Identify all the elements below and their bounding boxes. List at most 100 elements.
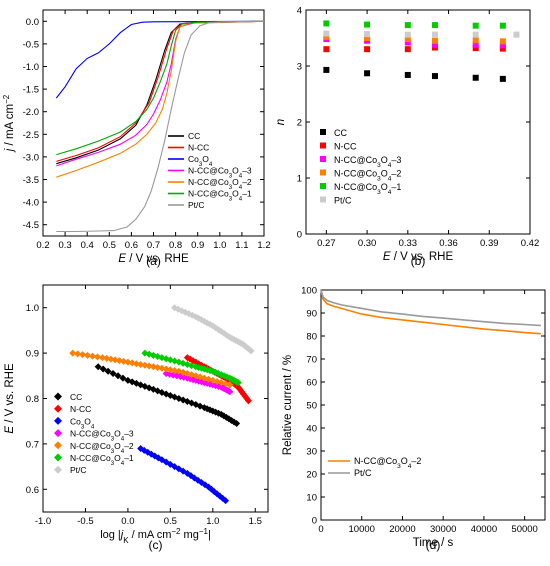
data-point — [513, 31, 520, 38]
legend-label: N-CC@Co3O4–1 — [188, 189, 252, 203]
legend-label: Pt/C — [188, 200, 205, 210]
data-point — [99, 365, 107, 373]
series — [320, 289, 541, 335]
x-tick-label: 0.8 — [169, 240, 182, 251]
panel-d: 0 10000 20000 30000 40000 50000 0 10 20 30 40 50 60 7… — [282, 286, 546, 552]
data-point — [89, 352, 97, 360]
legend-label: Co3O4 — [188, 154, 213, 168]
data-point — [226, 388, 234, 396]
y-tick-label: 0 — [312, 516, 317, 527]
data-point — [234, 379, 242, 387]
legend-label: Pt/C — [354, 468, 372, 478]
y-tick-label: 1.0 — [26, 303, 39, 314]
y-tick-label: -0.5 — [23, 39, 39, 50]
legend-label: CC — [188, 131, 200, 141]
series-line — [56, 20, 265, 167]
x-tick-label: 0.30 — [358, 238, 377, 249]
series — [56, 20, 265, 233]
x-tick-label: 0.2 — [36, 240, 49, 251]
legend-label: N-CC — [70, 404, 91, 414]
y-tick-label: -4.0 — [23, 198, 39, 209]
series-line — [56, 20, 265, 156]
data-point — [93, 353, 101, 361]
series-line — [56, 20, 265, 162]
x-tick-label: 0.5 — [103, 240, 116, 251]
legend-label: N-CC@Co3O4–2 — [354, 456, 421, 470]
legend-swatch — [320, 169, 326, 176]
data-point — [323, 66, 330, 73]
data-point — [244, 397, 252, 405]
data-point — [404, 71, 411, 78]
data-point — [472, 31, 479, 38]
data-point — [104, 367, 112, 375]
series-line — [320, 289, 541, 335]
x-tick-label: 0.33 — [399, 238, 418, 249]
data-point — [472, 37, 479, 44]
y-tick-label: 70 — [306, 355, 317, 366]
panel-b: 0.27 0.30 0.33 0.36 0.39 0.42 0 1 2 3 4 E / V vs. R… — [275, 6, 539, 269]
series — [323, 66, 506, 82]
data-point — [431, 73, 438, 80]
data-point — [404, 39, 411, 46]
y-tick-label: 50 — [306, 401, 317, 412]
y-tick-label: 0.7 — [26, 439, 39, 450]
y-tick-label: 2 — [297, 118, 302, 129]
data-point — [119, 374, 127, 382]
data-point — [222, 497, 230, 505]
data-point — [364, 46, 371, 53]
data-point — [323, 33, 330, 40]
y-tick-label: 30 — [306, 447, 317, 458]
data-point — [472, 74, 479, 81]
y-tick-label: -4.5 — [23, 220, 39, 231]
legend-label: N-CC@Co3O4–1 — [334, 182, 401, 196]
data-point — [364, 31, 371, 38]
legend-swatch — [54, 404, 62, 413]
series — [320, 289, 541, 327]
legend-swatch — [54, 465, 62, 474]
x-tick-label: -0.5 — [77, 516, 93, 527]
data-point — [323, 46, 330, 53]
legend-label: N-CC@Co3O4–2 — [334, 169, 401, 183]
x-axis-label: log |jK / mA cm−2 mg−1| — [100, 527, 211, 545]
y-axis-label: Relative current / % — [282, 355, 294, 455]
y-tick-label: -3.0 — [23, 152, 39, 163]
data-point — [431, 37, 438, 44]
x-tick-label: 0.9 — [191, 240, 204, 251]
x-tick-label: 0.27 — [317, 238, 336, 249]
legend-swatch — [54, 429, 62, 438]
panel-caption: (d) — [426, 538, 441, 552]
legend-swatch — [54, 441, 62, 450]
series-line — [320, 289, 541, 327]
data-point — [431, 22, 438, 29]
series-line — [56, 20, 265, 233]
x-tick-label: 0.6 — [125, 240, 138, 251]
x-tick-label: 0.3 — [58, 240, 71, 251]
y-tick-label: -1.0 — [23, 62, 39, 73]
x-tick-label: 1.0 — [206, 516, 219, 527]
data-point — [404, 36, 411, 43]
legend: N-CC@Co3O4–2Pt/C — [328, 456, 421, 478]
data-point — [404, 31, 411, 38]
series — [56, 20, 265, 165]
x-tick-label: 0.4 — [81, 240, 94, 251]
data-point — [499, 22, 506, 29]
legend: CC N-CCCo3O4N-CC@Co3O4–3N-CC@Co3O4–2N-CC@… — [168, 131, 252, 210]
y-tick-label: 1 — [297, 174, 302, 185]
y-tick-label: 20 — [306, 470, 317, 481]
y-axis-label: n — [275, 119, 287, 125]
legend: CC N-CC N-CC@Co3O4–3N-CC@Co3O4–2N-CC@Co3O4… — [320, 128, 401, 206]
legend-label: N-CC@Co3O4–3 — [188, 166, 252, 180]
panel-caption: (a) — [146, 254, 161, 268]
panel-caption: (c) — [149, 538, 163, 552]
data-point — [247, 347, 255, 355]
data-point — [364, 21, 371, 28]
series — [323, 30, 520, 38]
series-line — [56, 20, 265, 165]
y-tick-label: 0.9 — [26, 349, 39, 360]
y-tick-label: 3 — [297, 62, 302, 73]
series — [56, 20, 265, 162]
y-tick-label: 10 — [306, 493, 317, 504]
y-axis-label: E / V vs. RHE — [4, 363, 16, 434]
